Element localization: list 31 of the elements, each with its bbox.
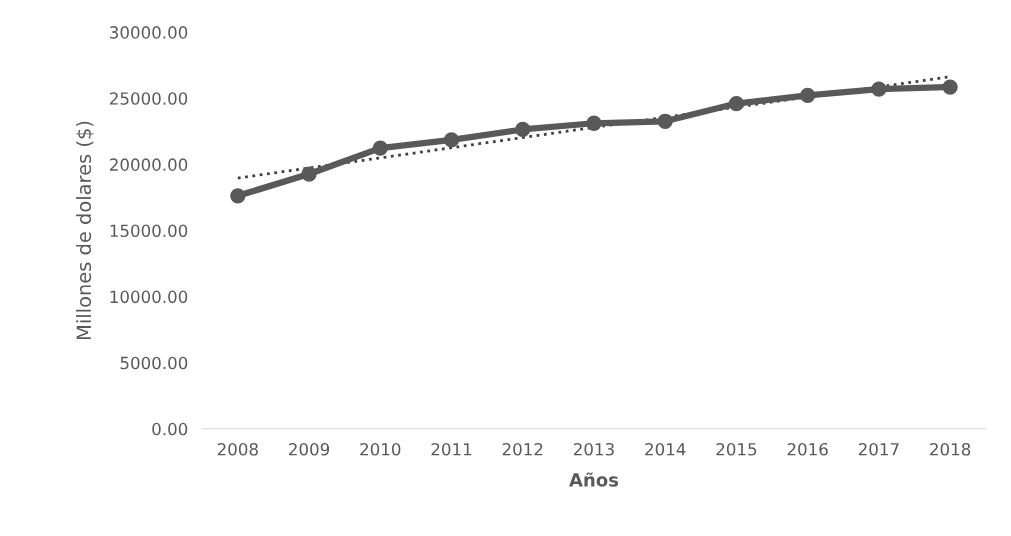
point (942, 79, 958, 95)
x-axis-title: Años (569, 472, 619, 487)
y-tick-label: 30000.00 (110, 26, 188, 39)
y-tick-label: 25000.00 (110, 92, 188, 105)
y-tick-label: 20000.00 (110, 158, 188, 171)
x-tick-label: 2015 (716, 442, 757, 456)
x-tick-label: 2014 (645, 442, 686, 456)
y-tick-label: 5000.00 (120, 356, 188, 370)
x-tick-label: 2013 (573, 442, 614, 456)
x-tick-label: 2011 (431, 442, 472, 456)
x-tick-label: 2018 (930, 442, 971, 456)
point (515, 121, 531, 138)
x-tick-label: 2010 (360, 442, 401, 456)
point (230, 188, 246, 204)
x-tick-label: 2008 (217, 442, 258, 456)
point (657, 113, 673, 129)
x-tick-label: 2012 (502, 442, 543, 456)
point (443, 132, 460, 148)
x-tick-label: 2009 (289, 442, 330, 456)
y-axis-title: Millones de dolares ($) (76, 121, 94, 340)
y-tick-label: 15000.00 (110, 224, 188, 238)
point (871, 81, 887, 97)
point (586, 115, 602, 131)
y-tick-label: 10000.00 (110, 290, 188, 304)
x-tick-label: 2016 (787, 442, 828, 456)
y-tick-label: 0.00 (152, 422, 188, 436)
x-tick-label: 2017 (858, 442, 899, 456)
point (800, 87, 816, 103)
point (372, 140, 388, 156)
point (728, 95, 745, 112)
point (301, 166, 317, 182)
